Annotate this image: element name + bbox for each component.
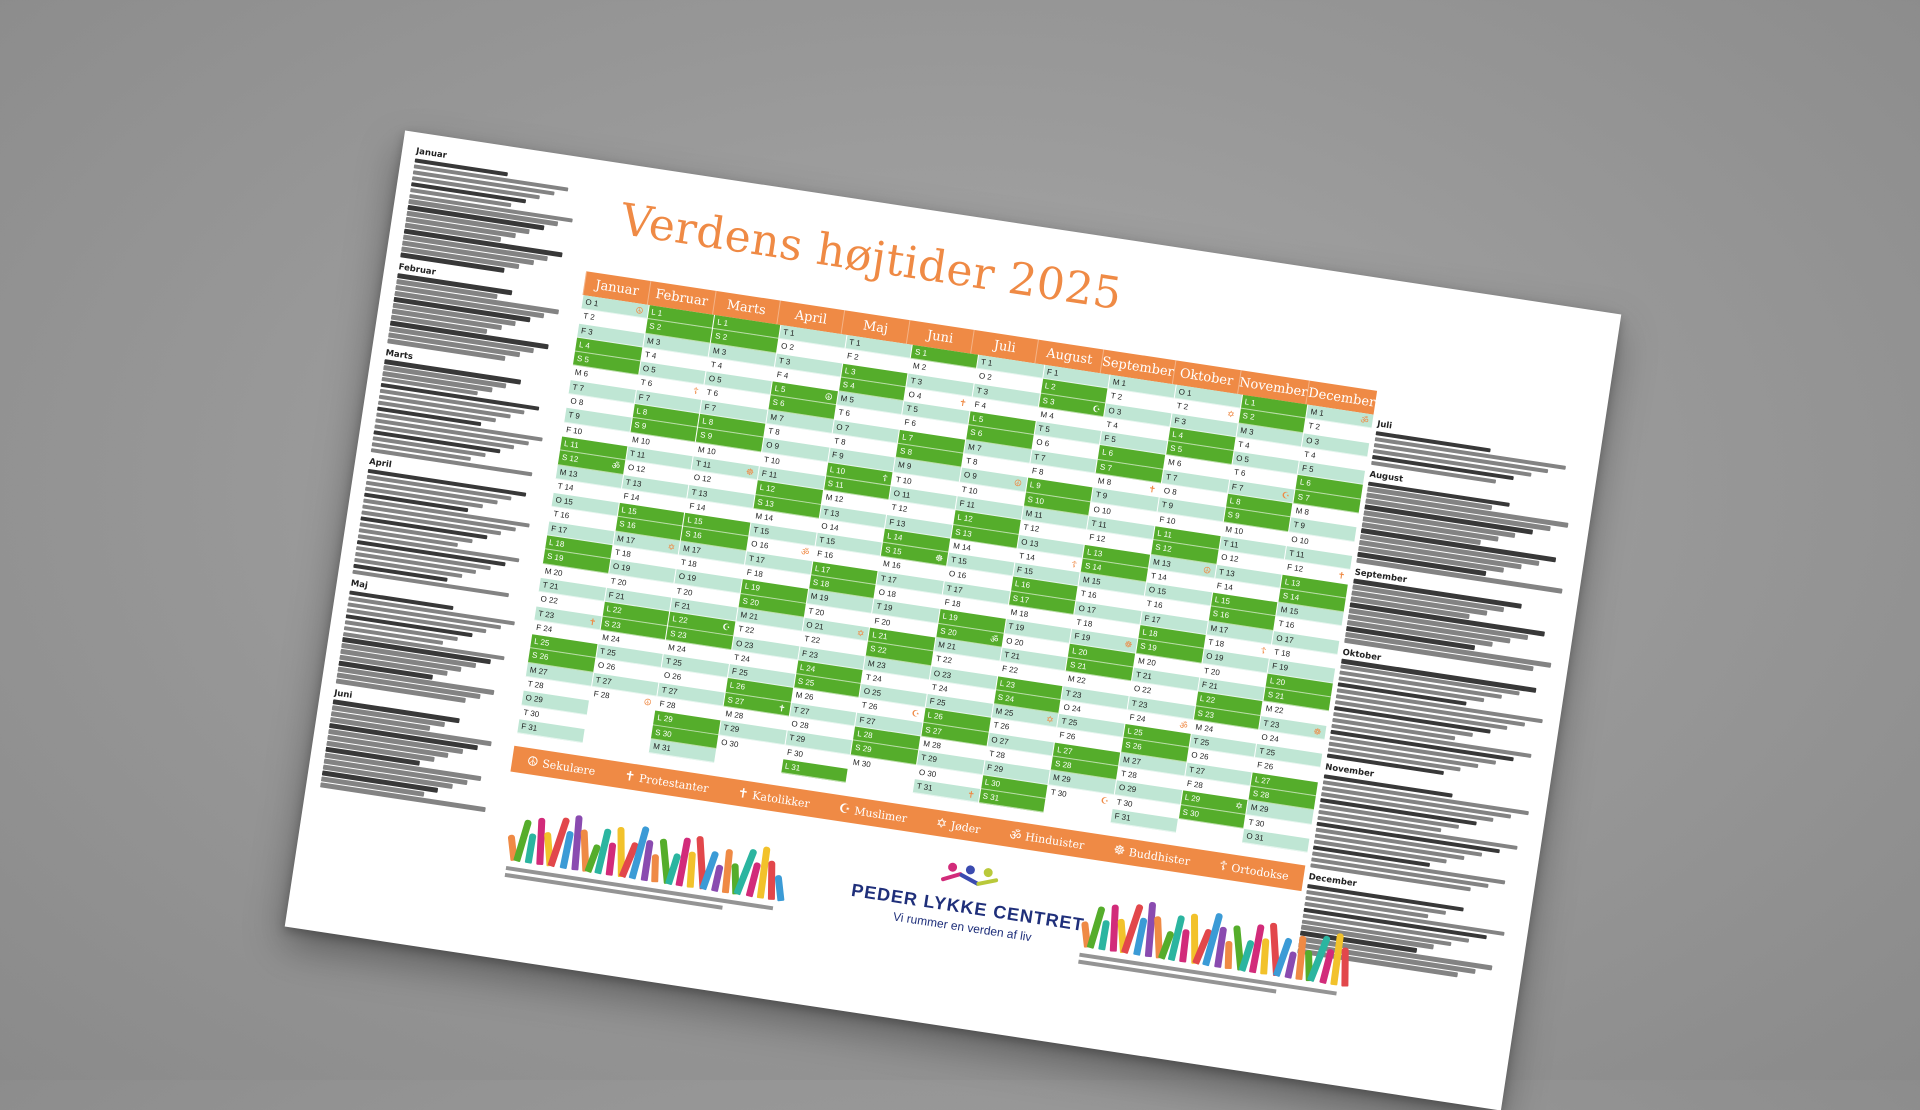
legend-label: Protestanter <box>638 771 710 795</box>
secular-icon: ☮ <box>525 753 540 771</box>
holiday-month-block: Juni <box>320 688 503 812</box>
holiday-symbol-icon: ☪ <box>1091 403 1102 415</box>
holiday-month-block: Maj <box>335 579 520 709</box>
holiday-symbol-icon: ☸ <box>745 466 755 478</box>
holiday-symbol-icon: ✡ <box>666 541 676 553</box>
hand-icon <box>774 874 785 902</box>
star-of-david-icon: ✡ <box>935 815 949 832</box>
legend-item: ☪ Muslimer <box>838 801 908 826</box>
legend-label: Ortodokse <box>1230 860 1290 883</box>
holiday-symbol-icon: ॐ <box>1359 414 1370 426</box>
holiday-symbol-icon: ॐ <box>1178 719 1189 732</box>
holiday-symbol-icon: ✡ <box>856 627 866 639</box>
hand-icon <box>1224 940 1233 970</box>
holiday-symbol-icon: ☪ <box>910 708 921 720</box>
holiday-symbol-icon: ॐ <box>800 547 810 559</box>
protestant-cross-icon: ✝ <box>623 768 637 785</box>
legend-item: ✝ Protestanter <box>623 768 709 796</box>
holiday-symbol-icon: ॐ <box>989 633 1000 645</box>
orthodox-cross-icon: ☦ <box>1218 858 1229 875</box>
holiday-symbol-icon: ☦ <box>692 386 700 397</box>
legend-item: ☮ Sekulære <box>526 753 597 778</box>
holiday-symbol-icon: ☪ <box>721 621 732 633</box>
legend-item: ☦ Ortodokse <box>1218 858 1290 883</box>
holiday-symbol-icon: ☮ <box>823 391 834 403</box>
dharma-wheel-icon: ☸ <box>1112 842 1127 859</box>
holiday-symbol-icon: ☸ <box>1123 639 1134 651</box>
legend-label: Hinduister <box>1024 829 1086 852</box>
holiday-symbol-icon: ☸ <box>934 552 944 564</box>
calendar-poster: Verdens højtider 2025 Januar Februar Marts… <box>284 130 1622 1110</box>
legend-item: ✝ Katolikker <box>737 785 811 811</box>
legend-label: Sekulære <box>541 756 597 778</box>
hand-icon <box>686 851 696 888</box>
peder-lykke-logo: PEDER LYKKE CENTRET Vi rummer en verden … <box>845 846 1086 969</box>
catholic-cross-icon: ✝ <box>736 785 750 802</box>
legend-item: ☸ Buddhister <box>1112 842 1191 868</box>
holiday-symbol-icon: ☪ <box>1100 794 1110 806</box>
holiday-symbol-icon: ✝ <box>777 702 787 714</box>
hand-icon <box>1341 947 1349 987</box>
legend-label: Muslimer <box>853 803 909 825</box>
om-icon: ॐ <box>1008 827 1023 845</box>
holiday-symbol-icon: ✡ <box>1234 800 1244 812</box>
backdrop: Verdens højtider 2025 Januar Februar Marts… <box>320 146 1569 996</box>
legend-label: Jøder <box>950 818 982 836</box>
holiday-symbol-icon: ☦ <box>881 472 889 484</box>
holiday-symbol-icon: ☪ <box>1281 489 1291 501</box>
holiday-symbol-icon: ✝ <box>958 397 968 409</box>
holiday-symbol-icon: ॐ <box>611 460 621 472</box>
holiday-symbol-icon: ✝ <box>588 616 598 628</box>
holiday-symbol-icon: ☦ <box>1259 645 1268 657</box>
legend-item: ✡ Jøder <box>935 815 981 837</box>
holiday-symbol-icon: ✝ <box>966 789 976 801</box>
holiday-symbol-icon: ✡ <box>1226 409 1236 421</box>
holiday-month-block: Marts <box>370 348 555 478</box>
holiday-symbol-icon: ☮ <box>634 305 645 317</box>
crescent-icon: ☪ <box>837 800 852 818</box>
holiday-month-block: Januar <box>400 146 585 282</box>
holiday-symbol-icon: ☮ <box>1013 477 1023 490</box>
legend-label: Katolikker <box>751 788 811 811</box>
holiday-symbol-icon: ☸ <box>1312 725 1323 737</box>
holiday-symbol-icon: ☮ <box>642 696 653 708</box>
holiday-symbol-icon: ✝ <box>1336 570 1346 582</box>
legend-label: Buddhister <box>1128 845 1191 868</box>
holiday-symbol-icon: ☦ <box>1070 558 1078 570</box>
hand-icon <box>651 854 659 883</box>
hand-icon <box>1260 938 1270 975</box>
holiday-symbol-icon: ☮ <box>1202 564 1212 576</box>
holiday-symbol-icon: ✝ <box>1147 483 1157 495</box>
legend-item: ॐ Hinduister <box>1008 825 1085 854</box>
holiday-month-block: April <box>352 457 538 599</box>
holiday-symbol-icon: ✡ <box>1045 714 1055 726</box>
